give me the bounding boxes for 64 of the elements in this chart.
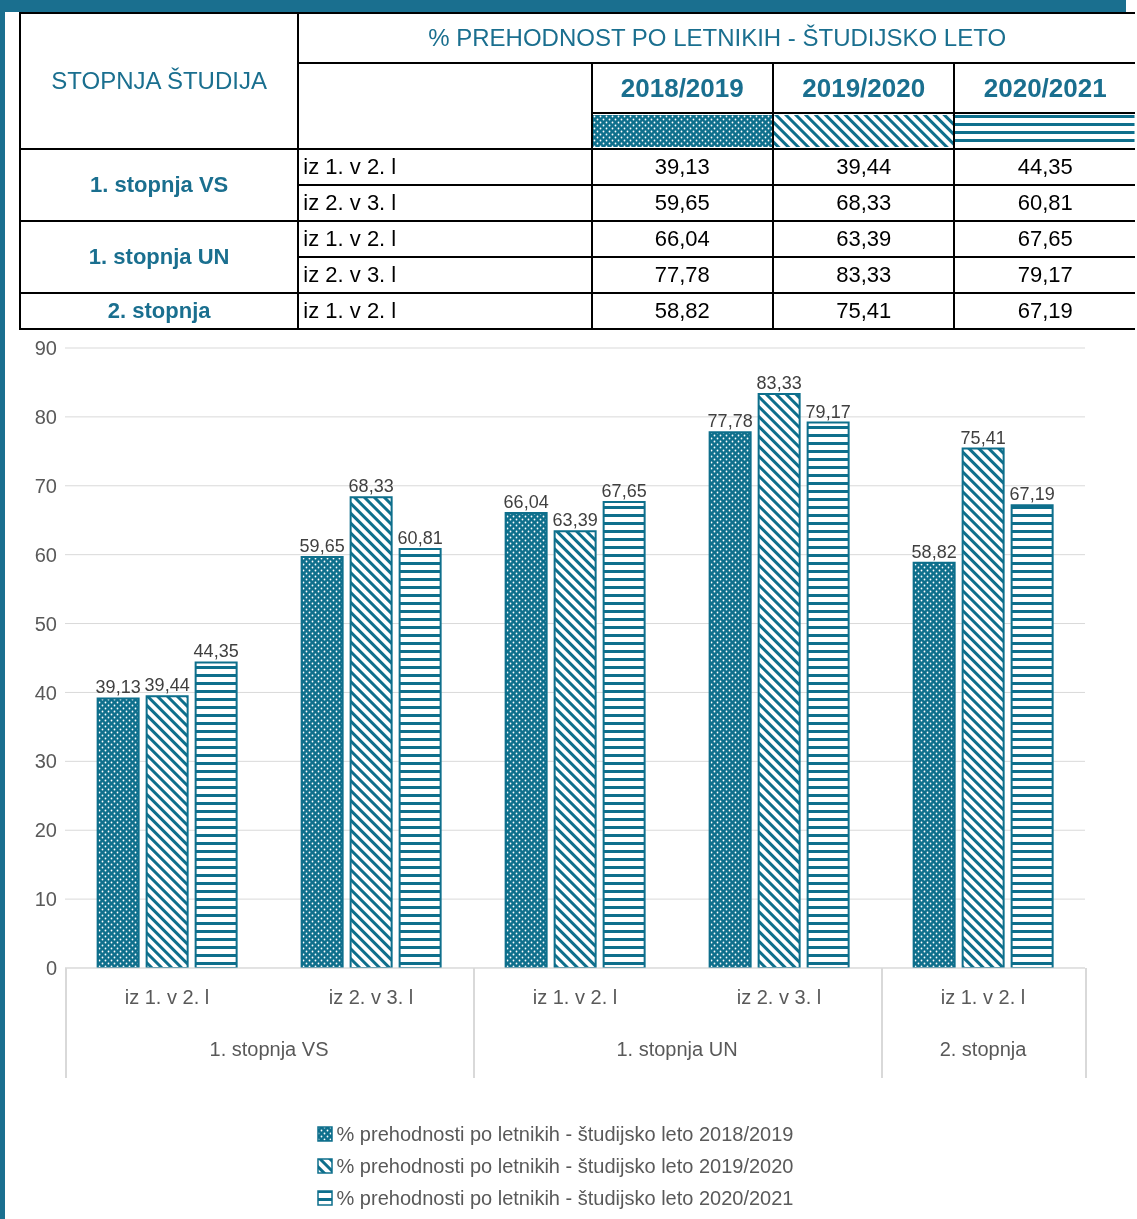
y-tick-label: 60 xyxy=(34,543,57,566)
legend-label: % prehodnosti po letnikih - študijsko leto 2020/2021 xyxy=(336,1186,794,1210)
y-tick-label: 90 xyxy=(34,337,57,360)
x-tick-label: iz 1. v 2. l xyxy=(940,986,1026,1009)
data-label: 79,17 xyxy=(805,401,851,422)
y-tick-label: 10 xyxy=(34,888,57,911)
text: 2. stopnja xyxy=(939,1038,1027,1060)
text: 75,41 xyxy=(836,298,892,323)
data-label: 68,33 xyxy=(348,476,394,497)
y-tick-label: 80 xyxy=(34,405,57,428)
category-label: iz 2. v 3. l xyxy=(303,190,397,215)
category-label: iz 1. v 2. l xyxy=(303,154,397,179)
data-label: 60,81 xyxy=(397,528,443,549)
text: 58,82 xyxy=(654,298,710,323)
y-tick-label: 40 xyxy=(34,681,57,704)
text: 67,65 xyxy=(1017,226,1073,251)
text: 59,65 xyxy=(654,190,710,215)
data-label: 75,41 xyxy=(960,427,1006,448)
text: 2019/2020 xyxy=(773,63,955,113)
data-label: 58,82 xyxy=(911,541,957,562)
data-label: 39,44 xyxy=(144,675,190,696)
text: 68,33 xyxy=(836,190,892,215)
text: 39,44 xyxy=(836,154,892,179)
text: 60,81 xyxy=(1017,190,1073,215)
text: 2. stopnja xyxy=(20,293,299,329)
y-tick-label: 20 xyxy=(34,819,57,842)
category-label: iz 1. v 2. l xyxy=(303,298,397,323)
text: 2020/2021 xyxy=(954,63,1135,113)
text: 2018/2019 xyxy=(591,63,773,113)
y-tick-label: 0 xyxy=(45,957,57,980)
y-tick-label: 30 xyxy=(34,750,57,773)
chart-title: % PREHODNOST PO LETNIKIH - ŠTUDIJSKO LETO xyxy=(298,13,1135,63)
legend-label: % prehodnosti po letnikih - študijsko leto 2018/2019 xyxy=(336,1122,794,1146)
text: 1. stopnja UN xyxy=(88,244,230,269)
category-label: iz 1. v 2. l xyxy=(303,226,397,251)
data-label: 39,13 xyxy=(95,677,141,698)
text: 39,13 xyxy=(654,154,710,179)
text: 77,78 xyxy=(654,262,710,287)
data-label: 77,78 xyxy=(707,411,753,432)
data-label: 63,39 xyxy=(552,510,598,531)
data-label: 83,33 xyxy=(756,372,802,393)
text: 1. stopnja UN xyxy=(615,1038,739,1061)
y-tick-label: 70 xyxy=(34,474,57,497)
data-label: 67,19 xyxy=(1009,484,1055,505)
text: 66,04 xyxy=(654,226,710,251)
x-tick-label: iz 1. v 2. l xyxy=(124,986,210,1009)
category-label: iz 2. v 3. l xyxy=(303,262,397,287)
text: 63,39 xyxy=(836,226,892,251)
data-label: 67,65 xyxy=(601,480,647,501)
text: 1. stopnja VS xyxy=(90,172,229,197)
legend-label: % prehodnosti po letnikih - študijsko leto 2019/2020 xyxy=(336,1154,794,1178)
y-tick-label: 50 xyxy=(34,612,57,635)
x-tick-label: iz 2. v 3. l xyxy=(328,986,414,1009)
text: 44,35 xyxy=(1017,154,1073,179)
text: 79,17 xyxy=(1017,262,1073,287)
text: 83,33 xyxy=(836,262,892,287)
text: 67,19 xyxy=(1017,298,1073,323)
x-tick-label: iz 1. v 2. l xyxy=(532,986,618,1009)
x-tick-label: iz 2. v 3. l xyxy=(736,986,822,1009)
data-label: 44,35 xyxy=(193,641,239,662)
data-label: 59,65 xyxy=(299,536,345,557)
text: 1. stopnja VS xyxy=(208,1038,330,1061)
text: STOPNJA ŠTUDIJA xyxy=(20,13,299,149)
data-label: 66,04 xyxy=(503,492,549,513)
